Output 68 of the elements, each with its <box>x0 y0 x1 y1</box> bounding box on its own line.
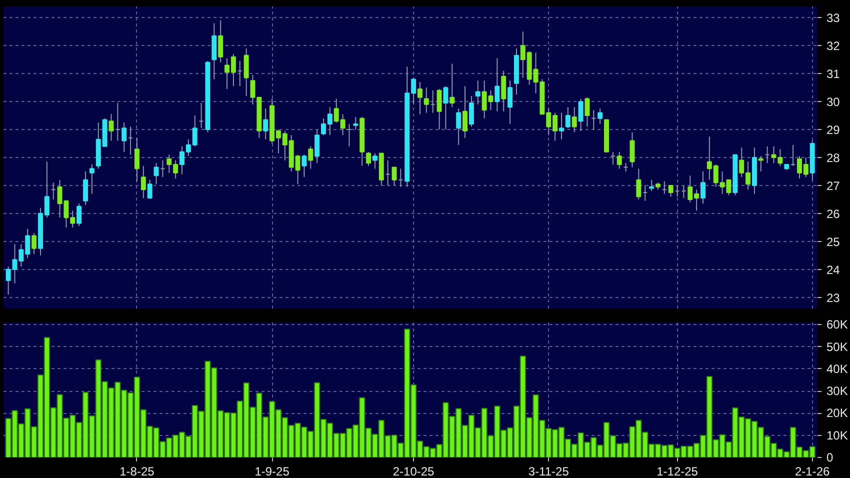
candlestick <box>89 164 94 194</box>
candlestick <box>263 108 268 140</box>
y-tick-label: 40K <box>826 362 848 376</box>
y-tick-label: 24 <box>826 262 840 277</box>
candlestick <box>83 170 88 206</box>
y-tick-label: 60K <box>826 318 848 332</box>
candlestick <box>372 152 378 170</box>
candlestick <box>417 82 422 115</box>
x-tick-label: 1-12-25 <box>656 464 698 478</box>
candlestick <box>758 156 764 172</box>
candlestick <box>314 129 320 164</box>
y-tick-label: 30 <box>826 95 840 110</box>
y-tick-label: 30K <box>826 384 848 398</box>
candlestick <box>616 151 622 170</box>
y-tick-label: 26 <box>826 206 840 221</box>
candlestick <box>456 108 462 146</box>
candlestick <box>134 137 140 182</box>
candlestick <box>700 170 706 204</box>
candlestick <box>630 132 635 168</box>
x-tick-label: 1-8-25 <box>120 464 155 478</box>
candlestick <box>366 151 372 166</box>
candlestick <box>424 87 429 114</box>
y-tick-label: 27 <box>826 178 840 193</box>
candlestick <box>501 70 506 112</box>
x-tick-label: 2-1-26 <box>795 464 830 478</box>
candlestick <box>598 108 603 124</box>
candlestick <box>308 146 314 170</box>
y-tick-label: 29 <box>826 123 840 138</box>
x-tick-label: 2-10-25 <box>392 464 435 478</box>
candlestick <box>578 98 584 132</box>
candlestick <box>668 184 674 198</box>
candlestick <box>244 48 249 96</box>
candlestick <box>218 20 224 63</box>
candlestick <box>122 122 127 152</box>
y-tick-label: 20K <box>826 406 848 420</box>
x-tick-label: 1-9-25 <box>254 464 290 478</box>
candlestick <box>584 96 590 128</box>
candlestick <box>572 106 577 133</box>
y-tick-label: 32 <box>826 39 840 54</box>
candlestick <box>32 232 37 254</box>
candlestick <box>649 179 654 192</box>
candlestick <box>450 63 455 108</box>
candlestick <box>212 22 217 80</box>
candlestick <box>76 203 82 227</box>
candlestick <box>475 80 480 105</box>
candlestick <box>462 86 468 138</box>
candlestick <box>494 58 500 112</box>
y-tick-label: 31 <box>826 67 840 82</box>
candlestick <box>147 179 152 199</box>
y-tick-label: 0 <box>826 450 834 464</box>
candlestick <box>559 112 564 140</box>
candlestick <box>108 114 114 142</box>
candlestick <box>508 80 513 124</box>
candlestick <box>468 95 474 128</box>
candlestick <box>436 88 442 130</box>
candlestick <box>140 165 146 199</box>
y-tick-label: 50K <box>826 340 848 354</box>
y-tick-label: 28 <box>826 151 840 165</box>
y-tick-label: 10K <box>826 428 848 442</box>
y-tick-label: 23 <box>826 290 840 305</box>
y-tick-label: 33 <box>826 11 840 26</box>
y-tick-label: 25 <box>826 234 840 249</box>
candlestick <box>353 116 358 130</box>
candlestick <box>565 106 570 129</box>
candlestick <box>636 168 642 200</box>
x-tick-label: 3-11-25 <box>528 464 570 478</box>
candlestick <box>443 86 448 130</box>
candlestick <box>302 154 307 178</box>
